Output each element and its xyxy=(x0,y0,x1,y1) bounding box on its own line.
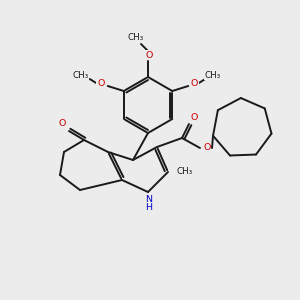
Text: O: O xyxy=(190,80,198,88)
Text: CH₃: CH₃ xyxy=(177,167,193,176)
Text: O: O xyxy=(97,80,104,88)
Text: CH₃: CH₃ xyxy=(73,70,89,80)
Text: O: O xyxy=(190,112,198,122)
Text: O: O xyxy=(203,143,211,152)
Text: O: O xyxy=(58,118,66,127)
Text: H: H xyxy=(146,202,152,211)
Text: N: N xyxy=(146,194,152,203)
Text: O: O xyxy=(145,50,153,59)
Text: CH₃: CH₃ xyxy=(204,70,220,80)
Text: CH₃: CH₃ xyxy=(128,32,144,41)
